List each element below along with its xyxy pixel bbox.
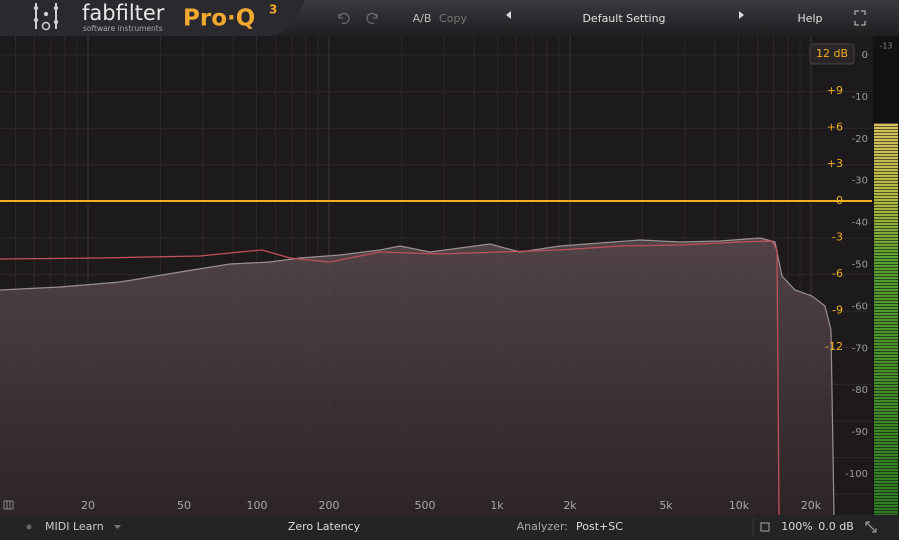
gain-label: 0 — [836, 194, 843, 207]
meter-segments — [874, 123, 898, 515]
gain-label: -3 — [832, 230, 843, 243]
freq-label: 10k — [729, 499, 750, 512]
gain-label: +9 — [827, 84, 843, 97]
preset-name[interactable]: Default Setting — [582, 12, 665, 25]
analyzer-label: -10 — [852, 92, 868, 103]
midi-learn[interactable]: MIDI Learn — [45, 520, 104, 533]
help-button[interactable]: Help — [797, 12, 822, 25]
analyzer-label: -50 — [852, 260, 868, 271]
ab-button[interactable]: A/B — [413, 12, 432, 25]
bypass-icon[interactable] — [760, 522, 770, 532]
freq-label: 100 — [247, 499, 268, 512]
analyzer-label: -100 — [845, 469, 868, 480]
gain-label: +6 — [827, 121, 843, 134]
analyzer-label: -70 — [852, 343, 868, 354]
analyzer-label: -60 — [852, 301, 868, 312]
analyzer-spectrum — [0, 238, 834, 515]
undo-button[interactable] — [338, 12, 350, 24]
freq-label: 500 — [415, 499, 436, 512]
piano-icon[interactable] — [3, 500, 14, 510]
freq-label: 1k — [490, 499, 504, 512]
analyzer-line — [0, 237, 835, 516]
footer — [0, 515, 899, 540]
gain-label: -12 — [825, 340, 843, 353]
product-name: Pro·Q — [183, 6, 255, 32]
product-version: 3 — [269, 3, 277, 17]
freq-label: 5k — [659, 499, 673, 512]
gain-label: -6 — [832, 267, 843, 280]
brand: fabfilter — [82, 1, 165, 25]
next-preset[interactable] — [739, 11, 744, 19]
range-label[interactable]: 12 dB — [816, 47, 848, 60]
freq-label: 2k — [563, 499, 577, 512]
midi-menu[interactable] — [114, 525, 121, 529]
logo-panel — [0, 0, 305, 36]
analyzer-label: -80 — [852, 385, 868, 396]
meter-peak: -13 — [879, 42, 892, 51]
redo-button[interactable] — [366, 12, 378, 24]
resize-handle[interactable] — [865, 521, 877, 533]
freq-label: 20 — [81, 499, 95, 512]
prev-preset[interactable] — [506, 11, 511, 19]
gain-label: +3 — [827, 157, 843, 170]
freq-label: 20k — [801, 499, 822, 512]
zoom[interactable]: 100% — [781, 520, 812, 533]
axis-labels: 20 50 100 200 500 1k 2k 5k 10k 20k +9 +6 +3 0 -3 -6 -9 -1… — [81, 50, 868, 512]
analyzer-label: 0 — [862, 50, 868, 61]
analyzer-label: -30 — [852, 176, 868, 187]
brand-sub: software instruments — [83, 24, 163, 33]
freq-label: 50 — [177, 499, 191, 512]
latency[interactable]: Zero Latency — [288, 520, 361, 533]
sidechain-line — [0, 240, 780, 516]
analyzer-label: Analyzer: — [517, 520, 568, 533]
analyzer-label: -90 — [852, 427, 868, 438]
analyzer-label: -20 — [852, 134, 868, 145]
analyzer-label: -40 — [852, 218, 868, 229]
gain-label: -9 — [832, 304, 843, 317]
range-button[interactable] — [809, 43, 855, 65]
output-gain[interactable]: 0.0 dB — [818, 520, 854, 533]
logo-icon — [33, 3, 59, 31]
freq-label: 200 — [319, 499, 340, 512]
copy-button[interactable]: Copy — [439, 12, 467, 25]
fullscreen-button[interactable] — [854, 10, 866, 26]
midi-indicator — [26, 524, 32, 530]
analyzer-mode[interactable]: Post+SC — [576, 520, 623, 533]
